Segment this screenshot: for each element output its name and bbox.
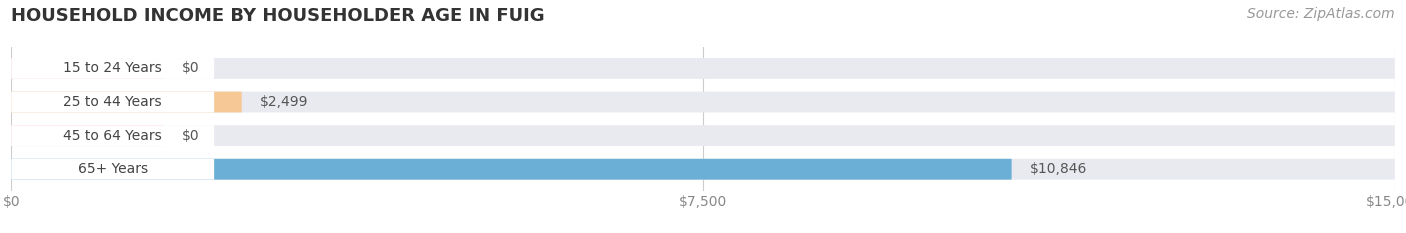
Text: $0: $0 <box>181 129 200 143</box>
FancyBboxPatch shape <box>11 159 1011 180</box>
Text: $10,846: $10,846 <box>1031 162 1087 176</box>
Text: 45 to 64 Years: 45 to 64 Years <box>63 129 162 143</box>
FancyBboxPatch shape <box>11 58 163 79</box>
Text: $2,499: $2,499 <box>260 95 309 109</box>
Text: 65+ Years: 65+ Years <box>77 162 148 176</box>
Text: Source: ZipAtlas.com: Source: ZipAtlas.com <box>1247 7 1395 21</box>
Text: 25 to 44 Years: 25 to 44 Years <box>63 95 162 109</box>
Text: 15 to 24 Years: 15 to 24 Years <box>63 62 162 75</box>
FancyBboxPatch shape <box>11 58 1395 79</box>
FancyBboxPatch shape <box>11 58 214 79</box>
FancyBboxPatch shape <box>11 92 242 113</box>
FancyBboxPatch shape <box>11 125 214 146</box>
Text: HOUSEHOLD INCOME BY HOUSEHOLDER AGE IN FUIG: HOUSEHOLD INCOME BY HOUSEHOLDER AGE IN F… <box>11 7 546 25</box>
FancyBboxPatch shape <box>11 125 163 146</box>
FancyBboxPatch shape <box>11 92 1395 113</box>
FancyBboxPatch shape <box>11 92 214 113</box>
FancyBboxPatch shape <box>11 159 214 180</box>
Text: $0: $0 <box>181 62 200 75</box>
FancyBboxPatch shape <box>11 159 1395 180</box>
FancyBboxPatch shape <box>11 125 1395 146</box>
